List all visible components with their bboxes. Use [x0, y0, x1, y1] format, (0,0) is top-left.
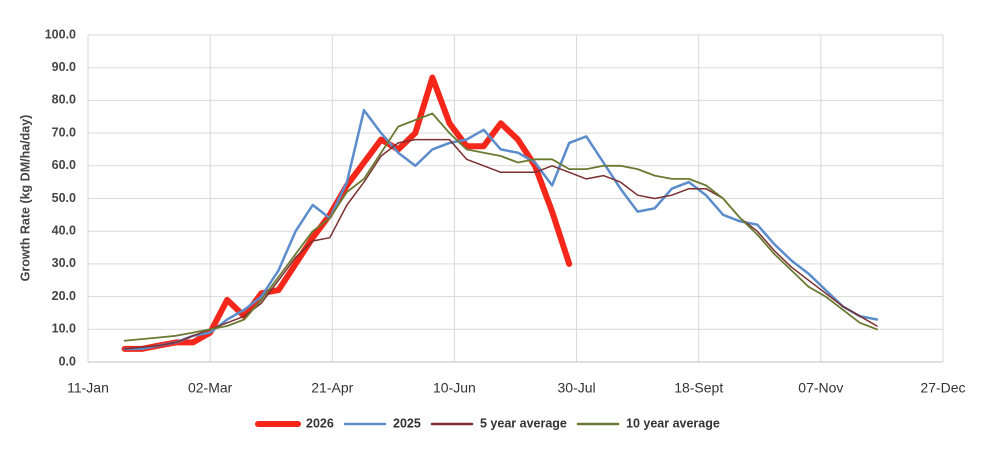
x-tick-label: 30-Jul — [558, 380, 596, 396]
y-tick-label: 30.0 — [52, 256, 76, 270]
y-tick-label: 70.0 — [52, 125, 76, 139]
series-line — [123, 112, 878, 342]
y-tick-label: 60.0 — [52, 158, 76, 172]
x-tick-label: 02-Mar — [188, 380, 233, 396]
y-tick-label: 40.0 — [52, 223, 76, 237]
x-tick-label: 11-Jan — [67, 380, 109, 396]
y-tick-label: 100.0 — [45, 27, 76, 41]
series-line — [123, 108, 879, 351]
x-tick-label: 18-Sept — [674, 380, 723, 396]
y-tick-label: 10.0 — [52, 322, 76, 336]
legend-label: 2026 — [306, 416, 334, 430]
legend-label: 10 year average — [626, 416, 720, 430]
y-tick-label: 90.0 — [52, 60, 76, 74]
legend-label: 5 year average — [480, 416, 567, 430]
y-tick-label: 50.0 — [52, 191, 76, 205]
y-tick-label: 0.0 — [59, 354, 76, 368]
y-tick-label: 80.0 — [52, 93, 76, 107]
x-tick-label: 27-Dec — [920, 380, 965, 396]
y-tick-label: 20.0 — [52, 289, 76, 303]
series-line — [121, 74, 573, 352]
x-tick-label: 21-Apr — [311, 380, 353, 396]
y-axis-label: Growth Rate (kg DM/ha/day) — [18, 115, 32, 282]
legend-label: 2025 — [393, 416, 421, 430]
x-tick-label: 10-Jun — [433, 380, 476, 396]
x-tick-label: 07-Nov — [798, 380, 843, 396]
